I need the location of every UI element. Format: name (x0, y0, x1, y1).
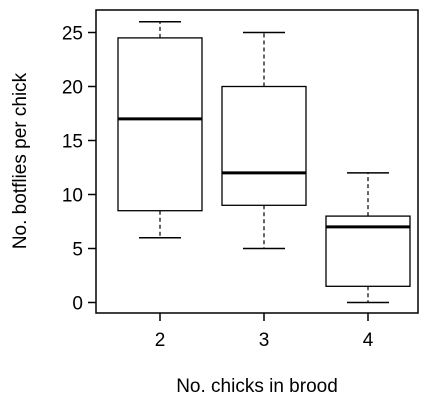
plot-frame (95, 9, 419, 314)
y-axis: 0 5 10 15 20 25 (62, 24, 96, 315)
boxes (117, 20, 411, 304)
y-tick-label: 25 (62, 24, 83, 45)
box-4 (325, 172, 411, 304)
y-tick-label: 0 (72, 294, 83, 315)
y-tick-label: 10 (62, 186, 83, 207)
y-tick-label: 5 (72, 240, 83, 261)
x-tick-label: 4 (363, 330, 374, 351)
box-3 (221, 31, 307, 250)
iqr-box (221, 85, 307, 206)
y-tick-label: 15 (62, 132, 83, 153)
x-tick-label: 3 (259, 330, 270, 351)
x-axis: 2 3 4 (155, 313, 374, 351)
y-axis-label: No. botflies per chick (10, 72, 31, 249)
x-tick-label: 2 (155, 330, 166, 351)
x-axis-label: No. chicks in brood (176, 376, 338, 397)
y-tick-label: 20 (62, 78, 83, 99)
box-2 (117, 20, 203, 239)
iqr-box (117, 37, 203, 212)
